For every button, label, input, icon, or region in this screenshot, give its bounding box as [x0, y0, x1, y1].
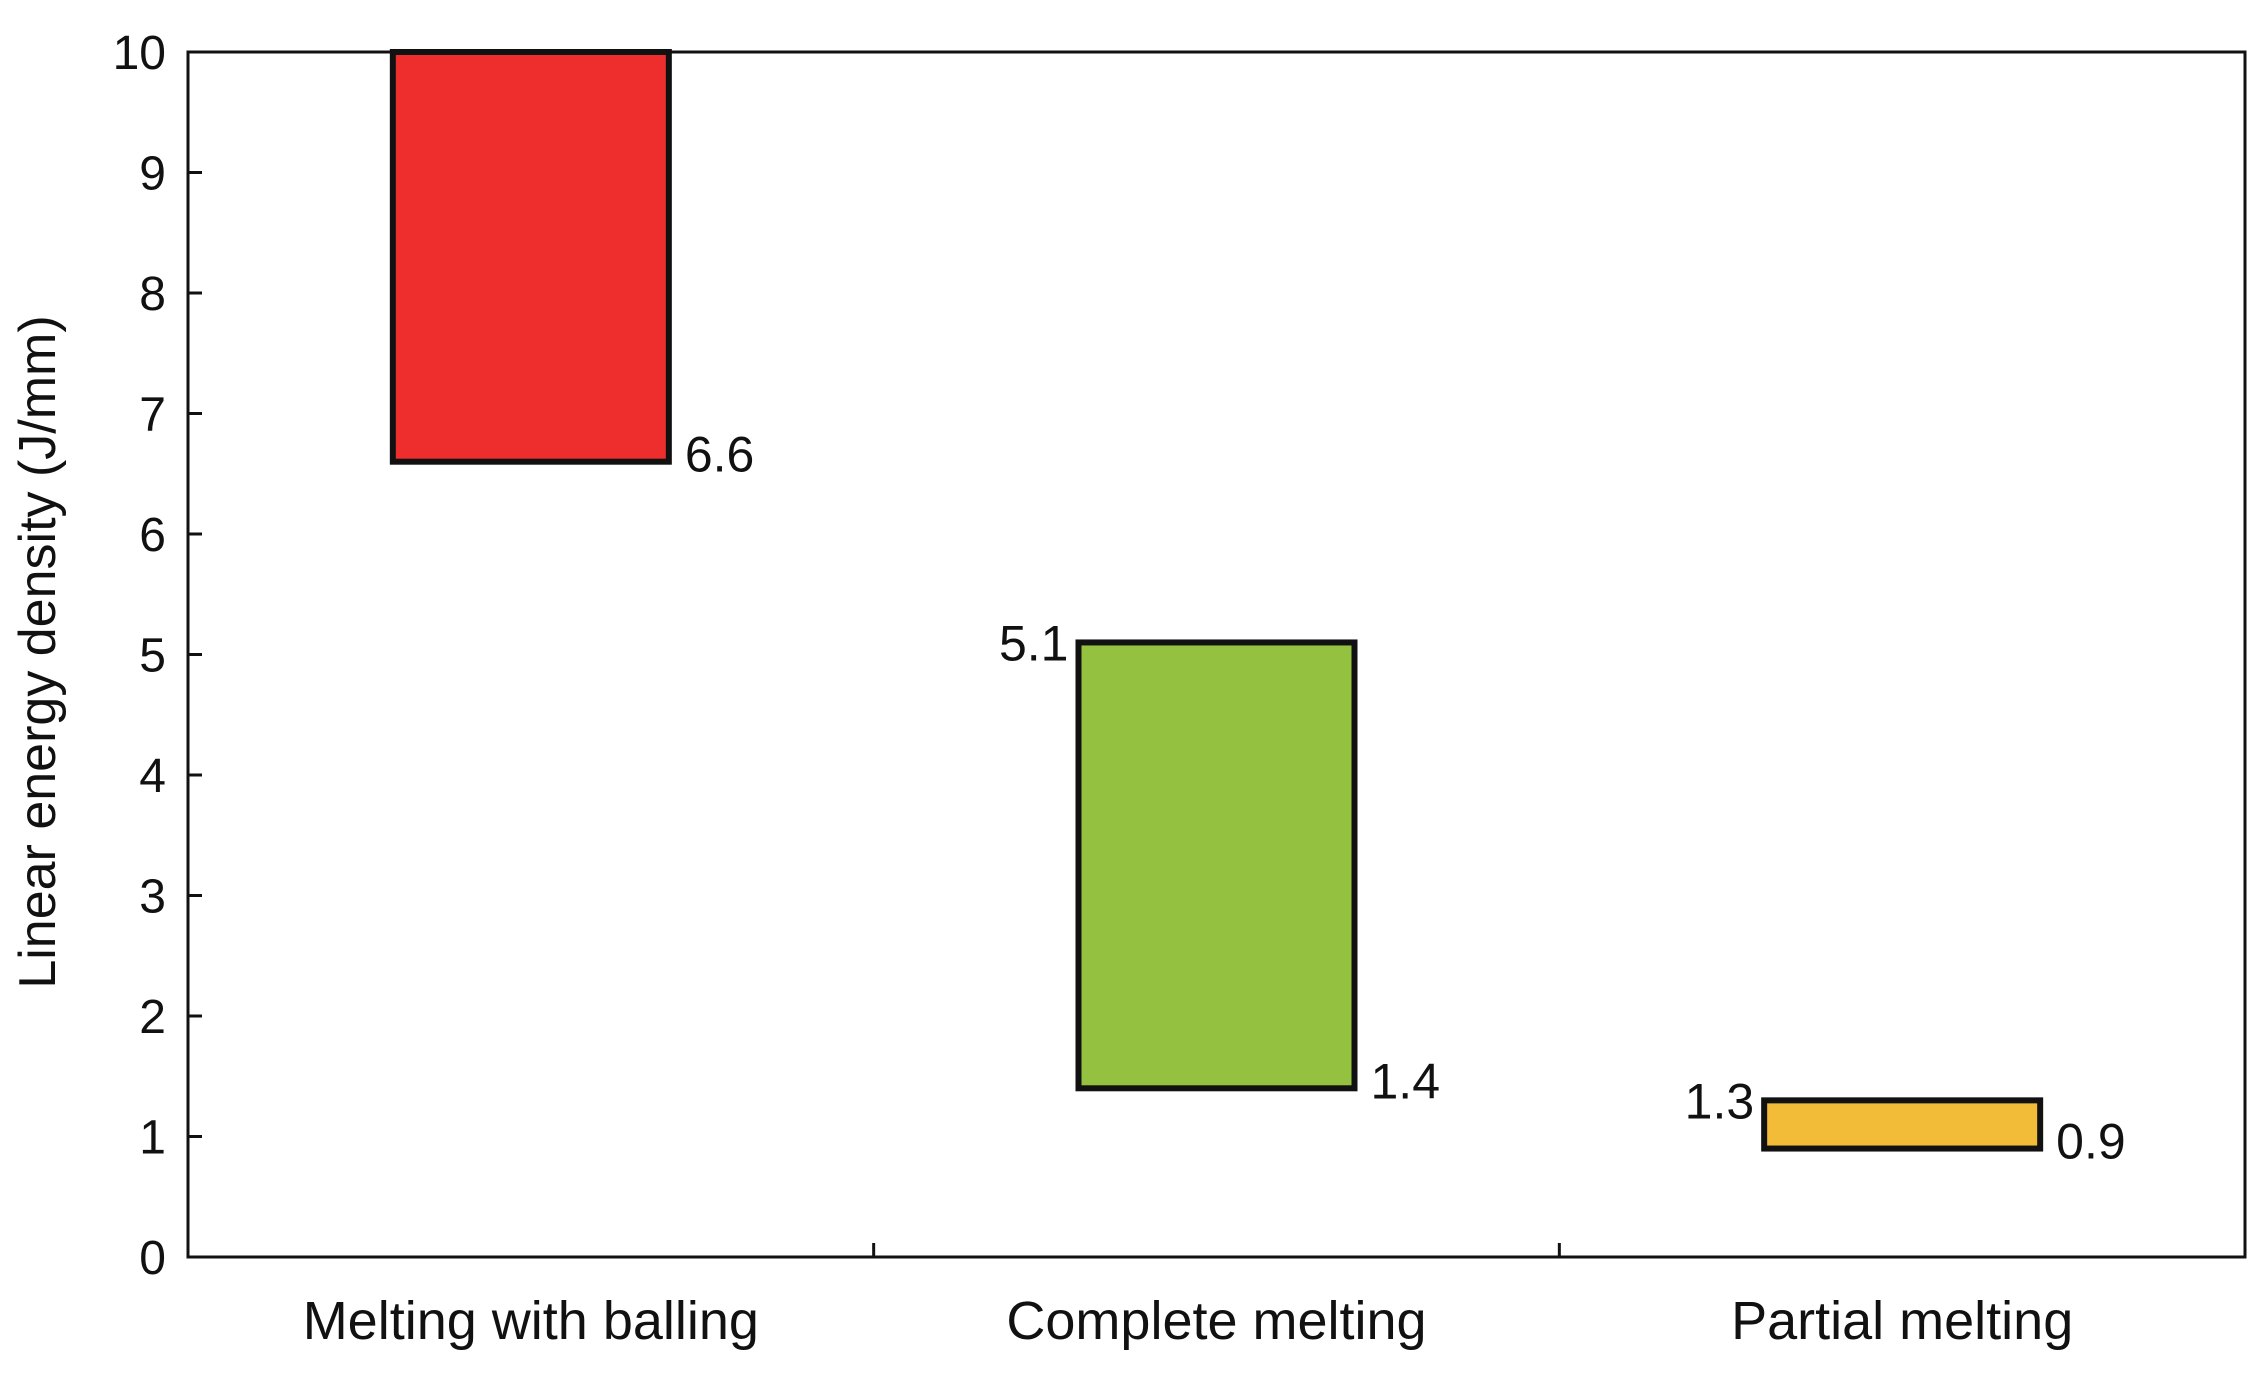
y-tick-label: 5	[139, 630, 166, 683]
y-tick-label: 0	[139, 1232, 166, 1285]
x-category-label: Complete melting	[1006, 1291, 1426, 1351]
range-bar	[389, 49, 672, 465]
y-tick-label: 6	[139, 509, 166, 562]
y-tick-label: 1	[139, 1112, 166, 1165]
bar-low-value-label: 0.9	[2056, 1114, 2126, 1170]
range-bar	[1761, 1097, 2044, 1152]
y-tick-label: 3	[139, 871, 166, 924]
y-axis-label: Linear energy density (J/mm)	[9, 315, 67, 988]
y-tick-label: 7	[139, 389, 166, 442]
bar-low-value-label: 6.6	[685, 427, 755, 483]
y-tick-label: 10	[113, 27, 166, 80]
y-tick-label: 4	[139, 750, 166, 803]
y-tick-label: 8	[139, 268, 166, 321]
x-category-label: Melting with balling	[303, 1291, 759, 1351]
bar-high-value-label: 1.3	[1685, 1073, 1755, 1129]
range-bar	[1075, 639, 1358, 1092]
x-category-label: Partial melting	[1731, 1291, 2073, 1351]
y-tick-label: 2	[139, 991, 166, 1044]
bar-low-value-label: 1.4	[1371, 1053, 1441, 1109]
bar-high-value-label: 5.1	[999, 615, 1069, 671]
y-tick-label: 9	[139, 148, 166, 201]
